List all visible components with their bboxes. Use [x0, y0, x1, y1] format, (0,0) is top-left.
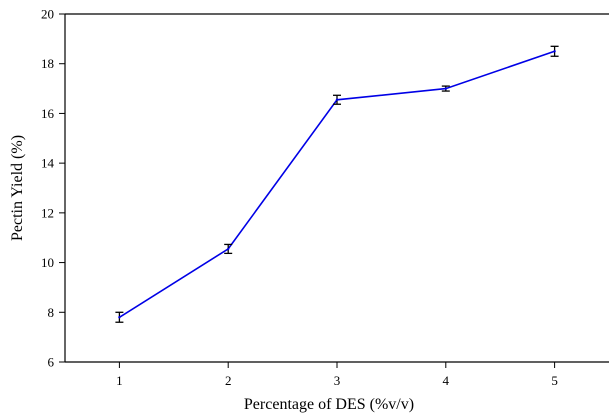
x-tick-label: 4 [443, 373, 450, 388]
data-point [335, 98, 339, 101]
data-point [118, 316, 121, 319]
series-line [118, 50, 555, 318]
y-tick-label: 14 [41, 156, 55, 171]
data-point [553, 50, 556, 53]
y-tick-label: 10 [41, 255, 54, 270]
y-tick-label: 12 [41, 205, 54, 220]
error-bar [115, 311, 124, 323]
y-axis-title: Pectin Yield (%) [9, 135, 26, 241]
x-axis-title: Percentage of DES (%v/v) [244, 396, 414, 413]
error-bar [550, 45, 559, 57]
x-tick-label: 3 [334, 373, 341, 388]
y-tick-label: 20 [41, 7, 54, 22]
series-layer [115, 45, 559, 323]
x-ticks: 1 2 3 4 5 [116, 362, 558, 388]
error-bar [224, 243, 233, 255]
y-tick-label: 18 [41, 56, 54, 71]
x-tick-label: 5 [551, 373, 558, 388]
data-point [227, 247, 230, 251]
axes [64, 13, 609, 363]
x-tick-label: 2 [225, 373, 232, 388]
y-tick-label: 6 [48, 355, 55, 370]
y-tick-label: 16 [41, 106, 55, 121]
data-point [444, 87, 447, 90]
y-ticks: 6 8 10 12 14 16 18 20 [41, 7, 65, 370]
x-tick-label: 1 [116, 373, 123, 388]
error-bar [333, 94, 341, 105]
y-tick-label: 8 [48, 305, 55, 320]
error-bar [441, 85, 450, 92]
